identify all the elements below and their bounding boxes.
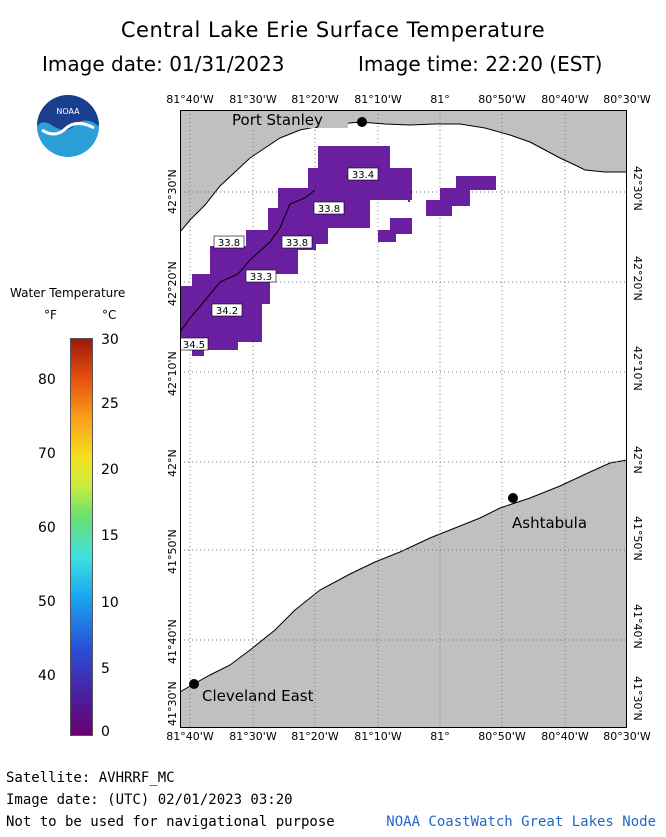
lon-label: 81°10'W — [354, 93, 402, 106]
lat-label: 42°10'N — [631, 346, 644, 391]
lat-label: 41°40'N — [631, 604, 644, 649]
temperature-pixels — [180, 146, 496, 356]
lat-label: 42°20'N — [166, 261, 179, 306]
city-label-ashtabula: Ashtabula — [512, 514, 587, 532]
lon-label: 80°30'W — [603, 730, 651, 743]
lon-label: 81°40'W — [166, 730, 214, 743]
color-scale-bar — [70, 338, 93, 736]
legend-c-tick: 10 — [101, 595, 119, 611]
city-label-cleveland-east: Cleveland East — [202, 687, 314, 705]
lon-label: 81°30'W — [229, 730, 277, 743]
lat-label: 42°N — [166, 449, 179, 477]
shoreline-detail — [180, 189, 316, 333]
legend-f-tick: 40 — [38, 668, 56, 684]
map-title: Central Lake Erie Surface Temperature — [120, 18, 546, 42]
temp-label: 33.8 — [286, 238, 308, 249]
lon-label: 80°50'W — [478, 730, 526, 743]
lon-label: 81°20'W — [291, 93, 339, 106]
legend-unit-f: °F — [44, 308, 57, 322]
lon-label: 81°20'W — [291, 730, 339, 743]
lon-label: 80°40'W — [541, 730, 589, 743]
lon-label: 81°10'W — [354, 730, 402, 743]
legend-c-tick: 15 — [101, 528, 119, 544]
lon-label: 81°40'W — [166, 93, 214, 106]
legend-c-tick: 25 — [101, 396, 119, 412]
satellite-info: Satellite: AVHRRF_MC — [6, 770, 175, 786]
map-canvas: 33.4 33.8 33.8 33.8 33.3 34.2 34.5 Port … — [180, 110, 627, 728]
lat-label: 42°30'N — [166, 169, 179, 214]
lon-label: 81° — [430, 730, 450, 743]
port-stanley-marker — [357, 117, 367, 127]
image-date: Image date: 01/31/2023 — [42, 52, 285, 76]
city-label-port-stanley: Port Stanley — [232, 111, 323, 129]
temp-label: 34.5 — [183, 340, 205, 351]
image-time: Image time: 22:20 (EST) — [358, 52, 603, 76]
credit-link[interactable]: NOAA CoastWatch Great Lakes Node — [386, 814, 656, 830]
legend-c-tick: 30 — [101, 332, 119, 348]
legend-c-tick: 0 — [101, 724, 110, 740]
temp-label: 33.4 — [352, 170, 374, 181]
temperature-label-group: 33.4 33.8 33.8 33.8 33.3 34.2 34.5 — [180, 167, 379, 351]
utc-date: Image date: (UTC) 02/01/2023 03:20 — [6, 792, 293, 808]
map-border — [180, 110, 627, 728]
lat-label: 41°30'N — [631, 676, 644, 721]
legend-f-tick: 80 — [38, 372, 56, 388]
legend-c-tick: 5 — [101, 661, 110, 677]
lat-label: 42°30'N — [631, 166, 644, 211]
lat-label: 41°40'N — [166, 619, 179, 664]
legend-f-tick: 50 — [38, 594, 56, 610]
temp-label: 33.8 — [318, 204, 340, 215]
temp-label: 33.8 — [218, 238, 240, 249]
south-shore-land — [180, 459, 627, 728]
noaa-logo-text: NOAA — [56, 107, 80, 116]
lat-label: 42°20'N — [631, 256, 644, 301]
lat-label: 41°50'N — [631, 516, 644, 561]
legend-f-tick: 60 — [38, 520, 56, 536]
cleveland-east-marker — [189, 679, 199, 689]
north-shore-land — [180, 110, 627, 233]
lon-label: 81° — [430, 93, 450, 106]
legend-unit-c: °C — [102, 308, 117, 322]
ashtabula-marker — [508, 493, 518, 503]
graticule — [180, 110, 627, 728]
legend-c-tick: 20 — [101, 462, 119, 478]
city-markers: Port Stanley Ashtabula Cleveland East — [189, 110, 587, 705]
lon-label: 81°30'W — [229, 93, 277, 106]
lon-label: 80°50'W — [478, 93, 526, 106]
noaa-logo-icon: NOAA — [36, 94, 100, 158]
temp-label: 34.2 — [216, 306, 238, 317]
legend-f-tick: 70 — [38, 446, 56, 462]
lon-label: 80°30'W — [603, 93, 651, 106]
lon-label: 80°40'W — [541, 93, 589, 106]
lat-label: 42°N — [631, 446, 644, 474]
disclaimer: Not to be used for navigational purpose — [6, 814, 335, 830]
temp-label: 33.3 — [250, 272, 272, 283]
lat-label: 41°50'N — [166, 529, 179, 574]
legend-title: Water Temperature — [10, 286, 126, 300]
lat-label: 42°10'N — [166, 351, 179, 396]
lat-label: 41°30'N — [166, 681, 179, 726]
